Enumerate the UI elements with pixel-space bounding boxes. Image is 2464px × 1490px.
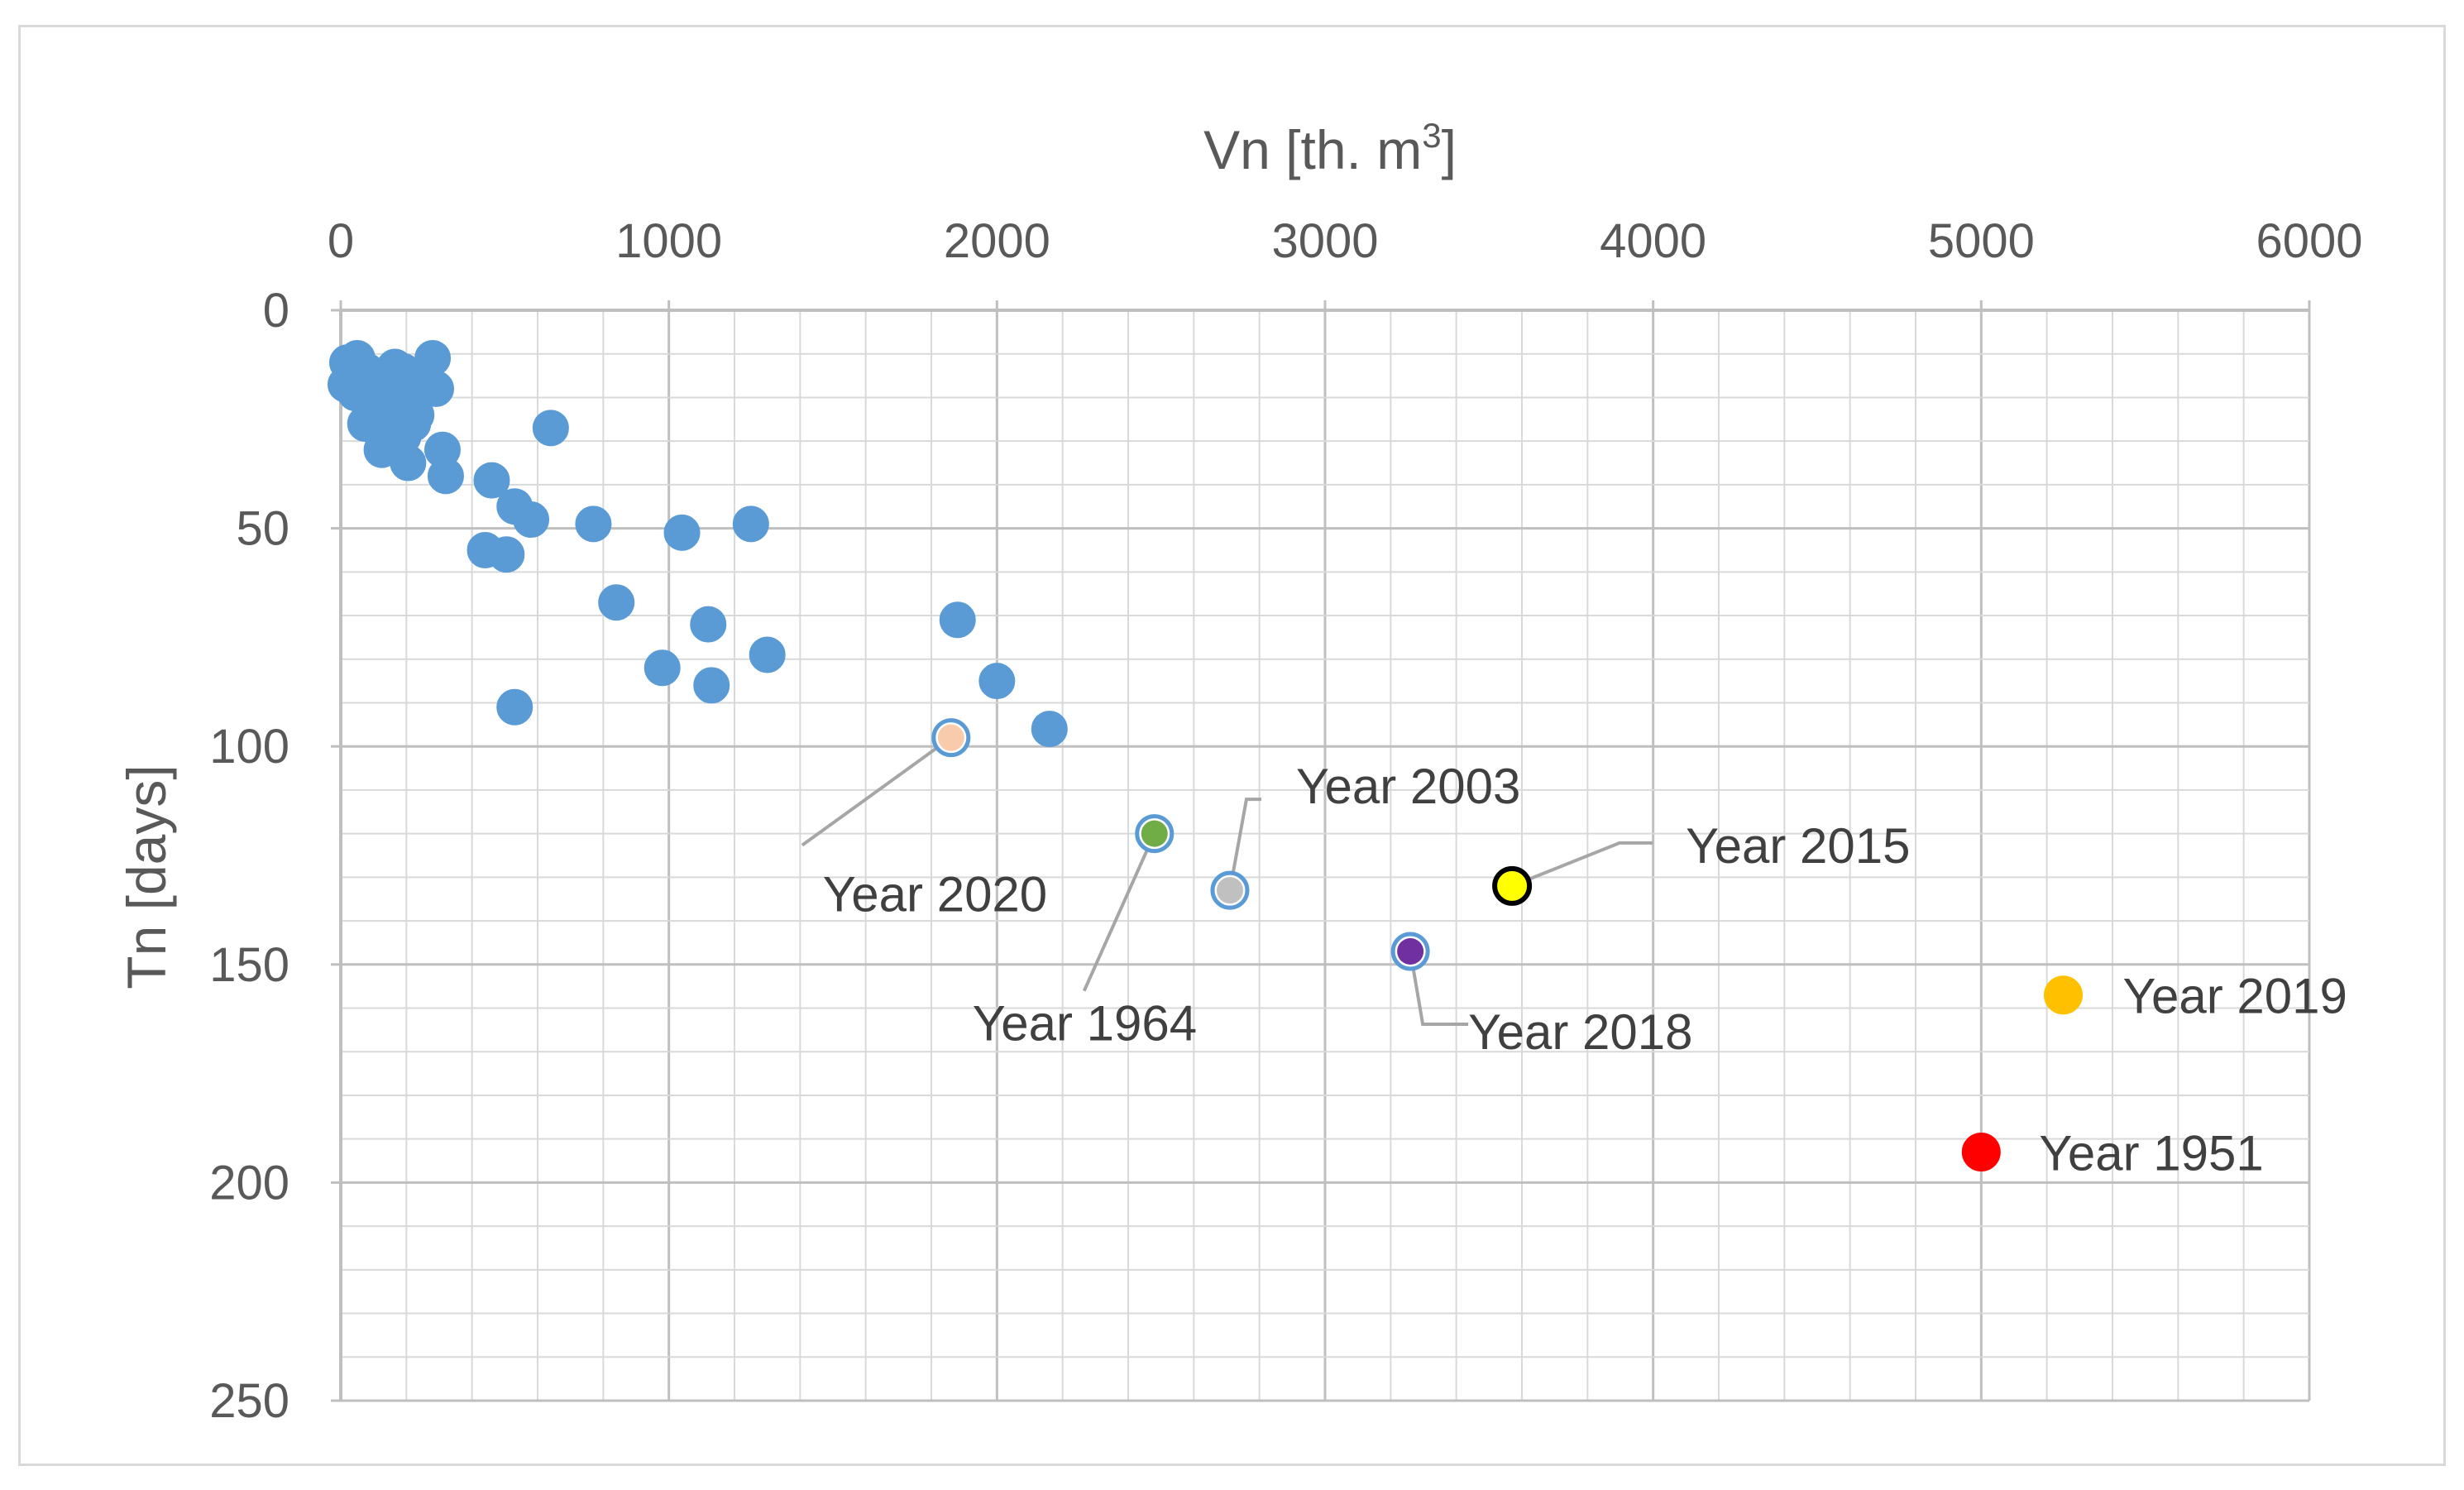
data-point bbox=[939, 601, 976, 639]
y-tick-label: 250 bbox=[209, 1374, 289, 1428]
highlight-point bbox=[2044, 975, 2083, 1015]
annotation-label: Year 2019 bbox=[2123, 969, 2347, 1024]
x-tick-label: 4000 bbox=[1600, 214, 1706, 268]
data-point bbox=[598, 584, 635, 621]
annotation-label: Year 1964 bbox=[973, 996, 1197, 1052]
annotation-label: Year 2003 bbox=[1296, 759, 1520, 814]
highlight-point-fill bbox=[1141, 820, 1168, 847]
annotation-label: Year 2018 bbox=[1468, 1004, 1692, 1060]
data-point bbox=[390, 444, 427, 481]
x-tick-label: 2000 bbox=[944, 214, 1050, 268]
annotation-label: Year 1951 bbox=[2039, 1125, 2263, 1181]
data-point bbox=[1031, 711, 1068, 748]
axes bbox=[331, 300, 2311, 1402]
data-point bbox=[488, 536, 525, 573]
x-axis-title: Vn [th. m3] bbox=[1203, 116, 1457, 180]
y-tick-label: 50 bbox=[236, 502, 289, 556]
annotation-label: Year 2020 bbox=[823, 867, 1047, 922]
highlight-point-fill bbox=[1216, 877, 1243, 904]
annotation-leader bbox=[1511, 841, 1653, 888]
annotation-label: Year 2015 bbox=[1686, 818, 1910, 874]
annotation-leader bbox=[1082, 832, 1156, 992]
x-tick-label: 3000 bbox=[1271, 214, 1378, 268]
highlight-point bbox=[1961, 1132, 2001, 1171]
highlight-point bbox=[1492, 865, 1533, 906]
data-point bbox=[496, 688, 533, 726]
annotation-leader bbox=[1409, 951, 1469, 1026]
data-point bbox=[473, 462, 510, 499]
annotation-leader bbox=[801, 736, 952, 847]
x-tick-label: 0 bbox=[328, 214, 354, 268]
highlight-point-fill bbox=[1397, 937, 1424, 965]
x-tick-label: 6000 bbox=[2256, 214, 2362, 268]
data-point bbox=[513, 501, 550, 539]
data-point bbox=[693, 667, 730, 704]
y-tick-label: 0 bbox=[263, 284, 289, 338]
x-tick-label: 5000 bbox=[1928, 214, 2035, 268]
data-point bbox=[749, 636, 786, 673]
grid bbox=[339, 309, 2311, 1402]
annotations: Year 2020 Year 1964 Year 2003 Year 2015 Year… bbox=[823, 759, 2347, 1181]
x-tick-label: 1000 bbox=[615, 214, 722, 268]
y-tick-label: 200 bbox=[209, 1156, 289, 1210]
data-point bbox=[532, 410, 569, 447]
data-point bbox=[732, 505, 769, 543]
data-points bbox=[327, 339, 2083, 1171]
tick-labels: 0 1000 2000 3000 4000 5000 6000 0 50 100 150 200 250 bbox=[209, 214, 2362, 1428]
highlight-point-fill bbox=[937, 724, 964, 751]
data-point bbox=[575, 505, 612, 543]
y-tick-label: 100 bbox=[209, 720, 289, 774]
data-point bbox=[663, 514, 701, 551]
data-point bbox=[418, 370, 455, 407]
data-point bbox=[690, 606, 727, 643]
data-point bbox=[644, 649, 681, 687]
annotation-leaders bbox=[801, 736, 1653, 1026]
y-tick-label: 150 bbox=[209, 938, 289, 992]
data-point bbox=[978, 663, 1016, 700]
data-point bbox=[427, 458, 464, 495]
y-axis-title: Tn [days] bbox=[116, 764, 177, 989]
annotation-leader bbox=[1228, 798, 1261, 891]
